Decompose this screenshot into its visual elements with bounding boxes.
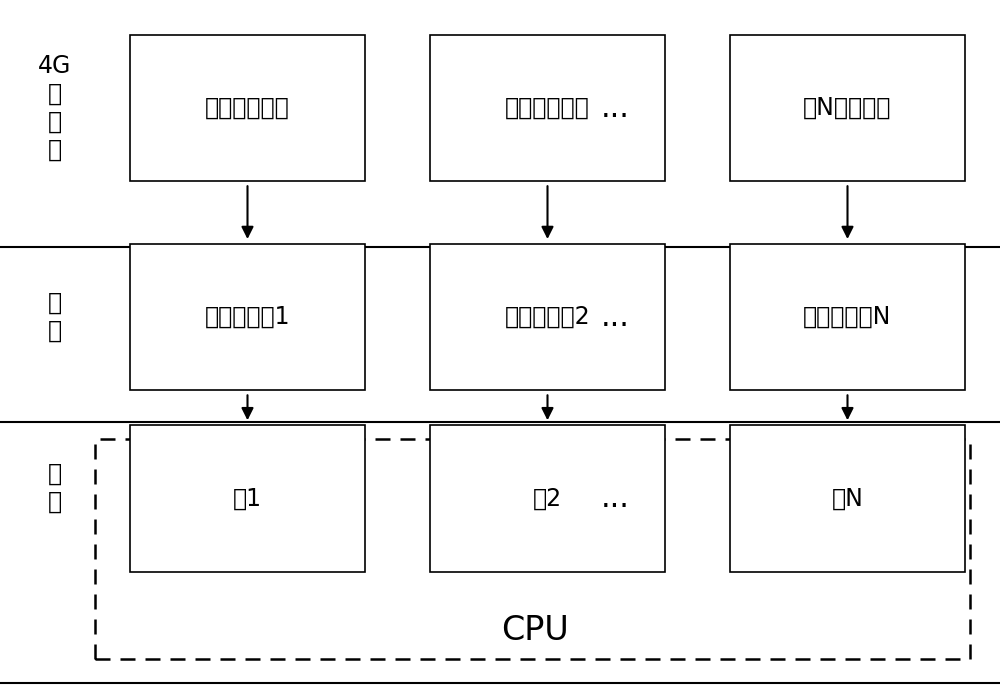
Text: 第一级流水线: 第一级流水线 xyxy=(205,96,290,120)
Bar xyxy=(130,35,365,181)
Text: 核1: 核1 xyxy=(233,487,262,510)
Bar xyxy=(95,439,970,659)
Text: ...: ... xyxy=(601,302,629,332)
Bar xyxy=(730,35,965,181)
Text: 线程（组）2: 线程（组）2 xyxy=(505,305,590,329)
Bar xyxy=(430,35,665,181)
Text: ...: ... xyxy=(601,484,629,513)
Bar xyxy=(430,244,665,390)
Text: 线程（组）N: 线程（组）N xyxy=(803,305,892,329)
Text: 第二级流水线: 第二级流水线 xyxy=(505,96,590,120)
Text: ...: ... xyxy=(601,93,629,123)
Text: 第N级流水线: 第N级流水线 xyxy=(803,96,892,120)
Text: 线
程: 线 程 xyxy=(48,291,62,343)
Text: 线程（组）1: 线程（组）1 xyxy=(205,305,290,329)
Text: 核2: 核2 xyxy=(533,487,562,510)
Text: 核N: 核N xyxy=(832,487,863,510)
Bar xyxy=(130,425,365,572)
Bar xyxy=(730,244,965,390)
Bar xyxy=(730,425,965,572)
Text: 4G
流
水
线: 4G 流 水 线 xyxy=(38,54,72,162)
Bar xyxy=(130,244,365,390)
Text: 内
核: 内 核 xyxy=(48,462,62,514)
Text: CPU: CPU xyxy=(501,614,569,648)
Bar xyxy=(430,425,665,572)
